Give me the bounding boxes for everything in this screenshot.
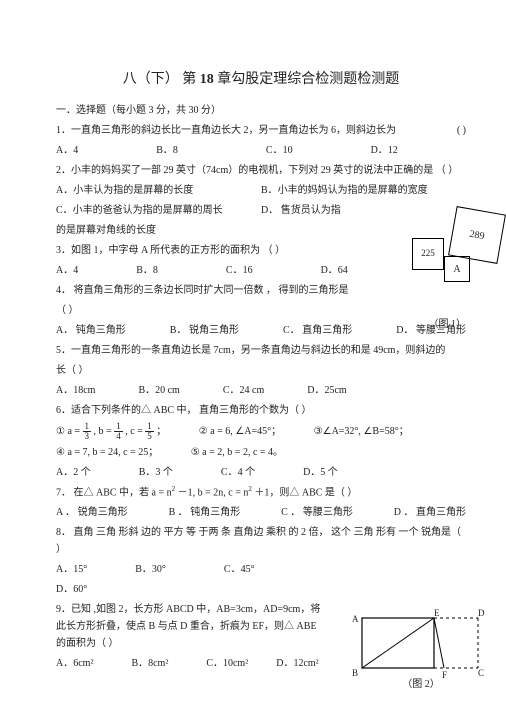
q6-options: A．2 个 B．3 个 C．4 个 D．5 个: [56, 464, 466, 481]
q9-options: A．6cm² B．8cm² C．10cm² D．12cm²: [56, 655, 466, 672]
option-d: D．12: [371, 142, 398, 159]
section-1-heading: 一．选择题（每小题 3 分，共 30 分）: [56, 102, 466, 119]
figure-2-caption: （图 2）: [356, 676, 486, 693]
q4-options: A． 钝角三角形B． 锐角三角形C． 直角三角形D． 等腰三角形: [56, 322, 466, 339]
q7-options: A ． 锐角三角形B ． 钝角三角形C ． 等腰三角形D ． 直角三角形: [56, 504, 466, 521]
square-225: 225: [412, 238, 444, 270]
figure-2: A E D B F C （图 2）: [356, 612, 486, 692]
q1-stem: 1．一直角三角形的斜边长比一直角边长大 2，另一直角边长为 6，则斜边长为: [56, 122, 466, 139]
q4-blank: （ ）: [56, 302, 466, 319]
q6-items-2: ④ a = 7, b = 24, c = 25； ⑤ a = 2, b = 2,…: [56, 444, 466, 461]
q2-opt-ab: A．小丰认为指的是屏幕的长度 B．小丰的妈妈认为指的是屏幕的宽度: [56, 182, 466, 199]
q2-stem: 2．小丰的妈妈买了一部 29 英寸（74cm）的电视机，下列对 29 英寸的说法…: [56, 162, 466, 179]
square-a: A: [444, 256, 470, 282]
q8-options: A．15° B．30° C．45°: [56, 561, 466, 578]
q1-options: A．4 B．8 C．10 D．12: [56, 142, 466, 159]
q8-option-d: D．60°: [56, 581, 466, 598]
option-a: A．4: [56, 142, 78, 159]
option-b: B．8: [156, 142, 178, 159]
option-c: C．10: [266, 142, 293, 159]
q6-items-1: ① a = 13 , b = 14 , c = 15 ； ② a = 6, ∠A…: [56, 422, 466, 441]
q8-stem: 8． 直角 三角 形斜 边的 平方 等 于两 条 直角边 乘积 的 2 倍， 这…: [56, 524, 466, 558]
page-title: 八（下） 第 18 章勾股定理综合检测题检测题: [56, 68, 466, 92]
q4-stem: 4． 将直角三角形的三条边长同时扩大同一倍数 ， 得到的三角形是: [56, 282, 466, 299]
answer-blank: [457, 122, 466, 139]
q6-stem: 6．适合下列条件的△ ABC 中， 直角三角形的个数为（ ）: [56, 402, 466, 419]
q5-stem-2: 长（ ）: [56, 362, 466, 379]
q7-stem: 7． 在△ ABC 中，若 a = n2 －1, b = 2n, c = n2 …: [56, 484, 466, 501]
q5-stem: 5．一直角三角形的一条直角边长是 7cm，另一条直角边与斜边长的和是 49cm，…: [56, 342, 466, 359]
q5-options: A．18cm B．20 cm C．24 cm D．25cm: [56, 382, 466, 399]
